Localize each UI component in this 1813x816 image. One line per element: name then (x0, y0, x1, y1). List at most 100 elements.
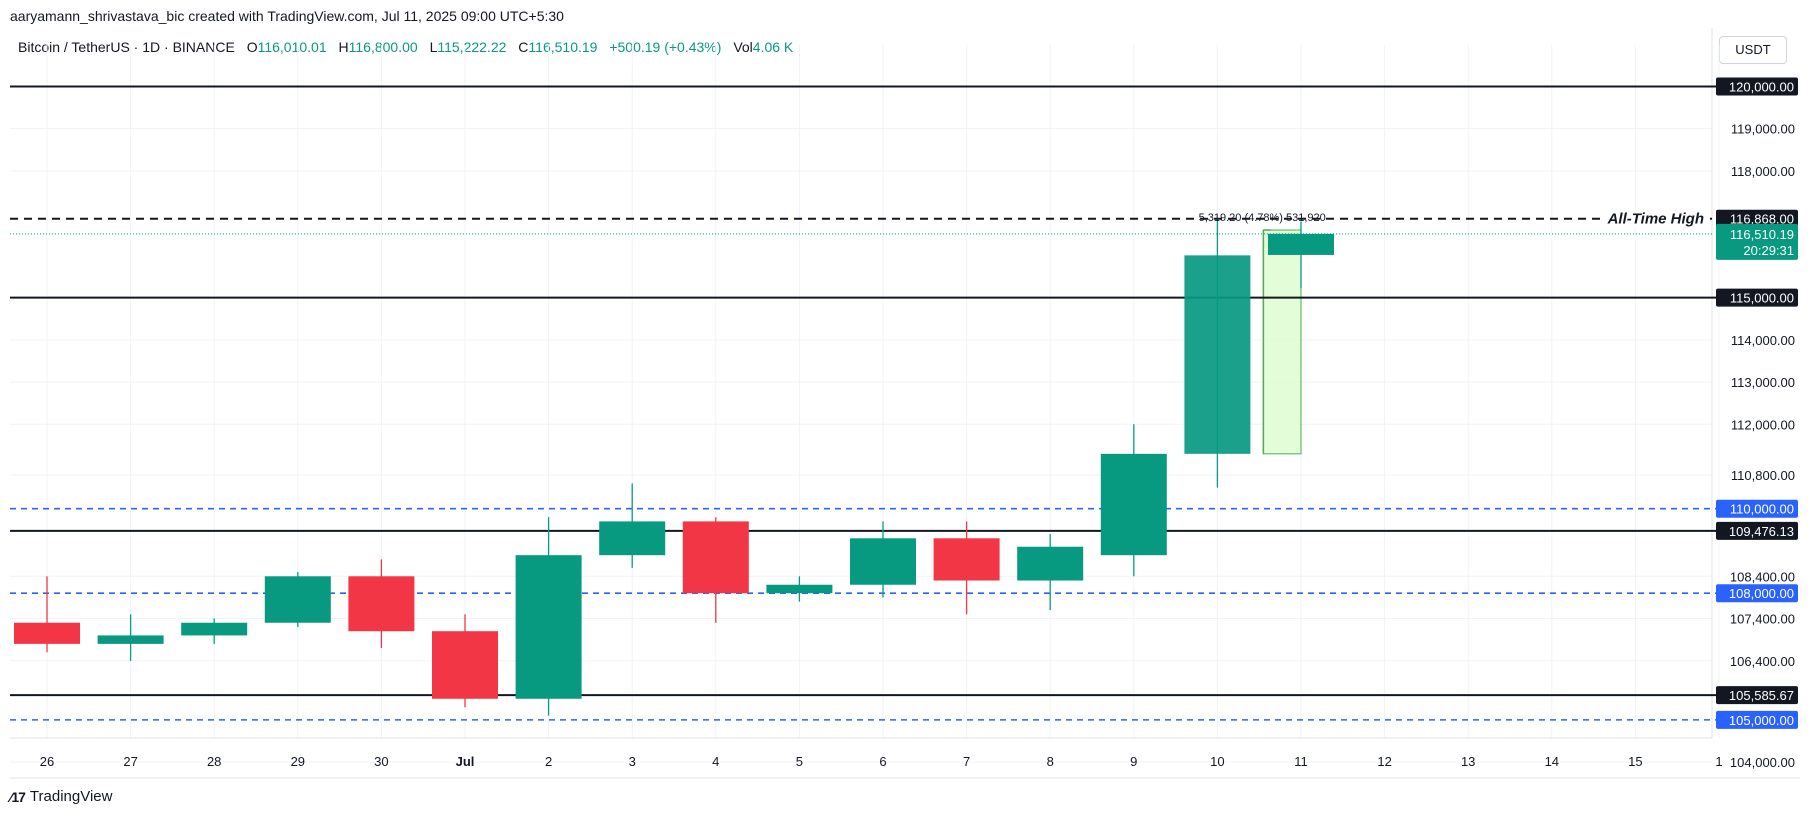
y-tick-label: 119,000.00 (1731, 122, 1795, 137)
tradingview-logo[interactable]: ⁄17 TradingView (10, 788, 112, 805)
tradingview-logo-icon: ⁄17 (10, 788, 26, 805)
ath-annotation: All-Time High (1607, 211, 1704, 228)
level-price-badge: 108,000.00 (1716, 584, 1798, 603)
y-tick-label: 104,000.00 (1730, 755, 1795, 770)
ath-annotation-bg (1600, 208, 1710, 228)
level-badge-bg (1716, 499, 1798, 518)
current-price-badge-bg (1716, 223, 1798, 260)
candle-body (682, 521, 749, 594)
x-tick-label: 2 (545, 754, 552, 769)
candle (850, 521, 916, 598)
level-badge-text: 105,000.00 (1729, 713, 1794, 728)
x-tick-label: 10 (1210, 754, 1224, 769)
candle (1100, 424, 1167, 577)
x-tick-label: 12 (1377, 754, 1391, 769)
candle-body (515, 555, 582, 699)
x-tick-label: 26 (40, 754, 54, 769)
level-badge-bg (1716, 521, 1798, 540)
x-tick-label: 9 (1130, 754, 1137, 769)
x-tick-label: 28 (207, 754, 221, 769)
candle-countdown-text: 20:29:31 (1743, 243, 1794, 258)
candle (933, 521, 1000, 615)
candle (682, 517, 749, 623)
x-tick-label: 29 (291, 754, 305, 769)
x-tick-label: 13 (1461, 754, 1475, 769)
tradingview-logo-text: TradingView (29, 788, 113, 805)
level-badge-bg (1716, 209, 1798, 228)
current-price-text: 116,510.19 (1730, 227, 1794, 242)
low-label: L (429, 39, 438, 55)
candle-body (599, 521, 666, 556)
candle-body (766, 584, 833, 594)
candle (14, 576, 80, 653)
candle-body (181, 622, 248, 636)
level-badge-text: 120,000.00 (1729, 79, 1794, 94)
candle (432, 614, 498, 708)
candle (766, 576, 833, 602)
level-badge-bg (1716, 288, 1798, 307)
candle (264, 572, 331, 627)
candle-body (432, 631, 498, 699)
currency-selector[interactable]: USDT (1719, 36, 1787, 64)
level-price-badge: 110,000.00 (1716, 499, 1798, 518)
level-badge-text: 110,000.00 (1730, 502, 1794, 517)
x-tick-label: Jul (456, 754, 475, 769)
candle-body (850, 538, 916, 585)
measure-box (1262, 229, 1302, 455)
close-label: C (518, 39, 529, 55)
level-badge-bg (1716, 77, 1798, 96)
candle (181, 618, 248, 644)
candle-body (1184, 255, 1251, 454)
y-tick-label: 114,000.00 (1731, 333, 1795, 348)
symbol-name[interactable]: Bitcoin / TetherUS · 1D · BINANCE (18, 39, 235, 55)
x-tick-label: 3 (629, 754, 636, 769)
level-badge-text: 116,868.00 (1730, 212, 1794, 227)
level-price-badge: 115,000.00 (1716, 288, 1798, 307)
level-badge-bg (1716, 584, 1798, 603)
open-label: O (246, 39, 258, 55)
y-tick-label: 110,800.00 (1731, 468, 1795, 483)
x-tick-label: 5 (796, 754, 803, 769)
candle (1017, 534, 1084, 611)
open-value: 116,010.01 (257, 39, 327, 55)
x-tick-label: 27 (123, 754, 137, 769)
level-price-badge: 105,585.67 (1716, 686, 1798, 705)
high-label: H (338, 39, 349, 55)
x-tick-label: 8 (1047, 754, 1054, 769)
y-tick-label: 112,000.00 (1731, 417, 1795, 432)
x-tick-label: 14 (1545, 754, 1559, 769)
y-tick-label: 118,000.00 (1731, 164, 1795, 179)
candle-body (264, 576, 331, 623)
y-tick-label: 106,400.00 (1730, 654, 1795, 669)
candle (97, 614, 164, 661)
close-value: 116,510.19 (528, 39, 598, 55)
chart-credit: aaryamann_shrivastava_bic created with T… (10, 8, 564, 24)
measure-label: 5,319.20 (4.78%) 531,920 (1199, 212, 1326, 224)
level-price-badge: 120,000.00 (1716, 77, 1798, 96)
y-tick-label: 107,400.00 (1730, 612, 1795, 627)
candle (515, 517, 582, 716)
candle-body (1100, 453, 1167, 556)
level-price-badge: 109,476.13 (1716, 521, 1798, 540)
candle (599, 483, 666, 568)
candle (1268, 221, 1334, 289)
x-tick-label: 4 (712, 754, 719, 769)
candle-body (14, 622, 80, 644)
candle (348, 559, 415, 649)
x-tick-label: 11 (1294, 754, 1308, 769)
x-tick-label: 30 (374, 754, 388, 769)
candle-body (97, 635, 164, 644)
candle (1184, 218, 1251, 488)
candle-body (348, 576, 415, 632)
level-price-badge: 105,000.00 (1716, 710, 1798, 729)
level-badge-bg (1716, 710, 1798, 729)
symbol-header: Bitcoin / TetherUS · 1D · BINANCE O116,0… (18, 39, 793, 55)
change-value: +500.19 (+0.43%) (609, 39, 722, 55)
volume-value: 4.06 K (752, 39, 794, 55)
y-tick-label: 108,400.00 (1730, 569, 1795, 584)
candle-body (1017, 546, 1084, 581)
level-badge-text: 109,476.13 (1729, 524, 1794, 539)
level-badge-text: 108,000.00 (1729, 586, 1794, 601)
